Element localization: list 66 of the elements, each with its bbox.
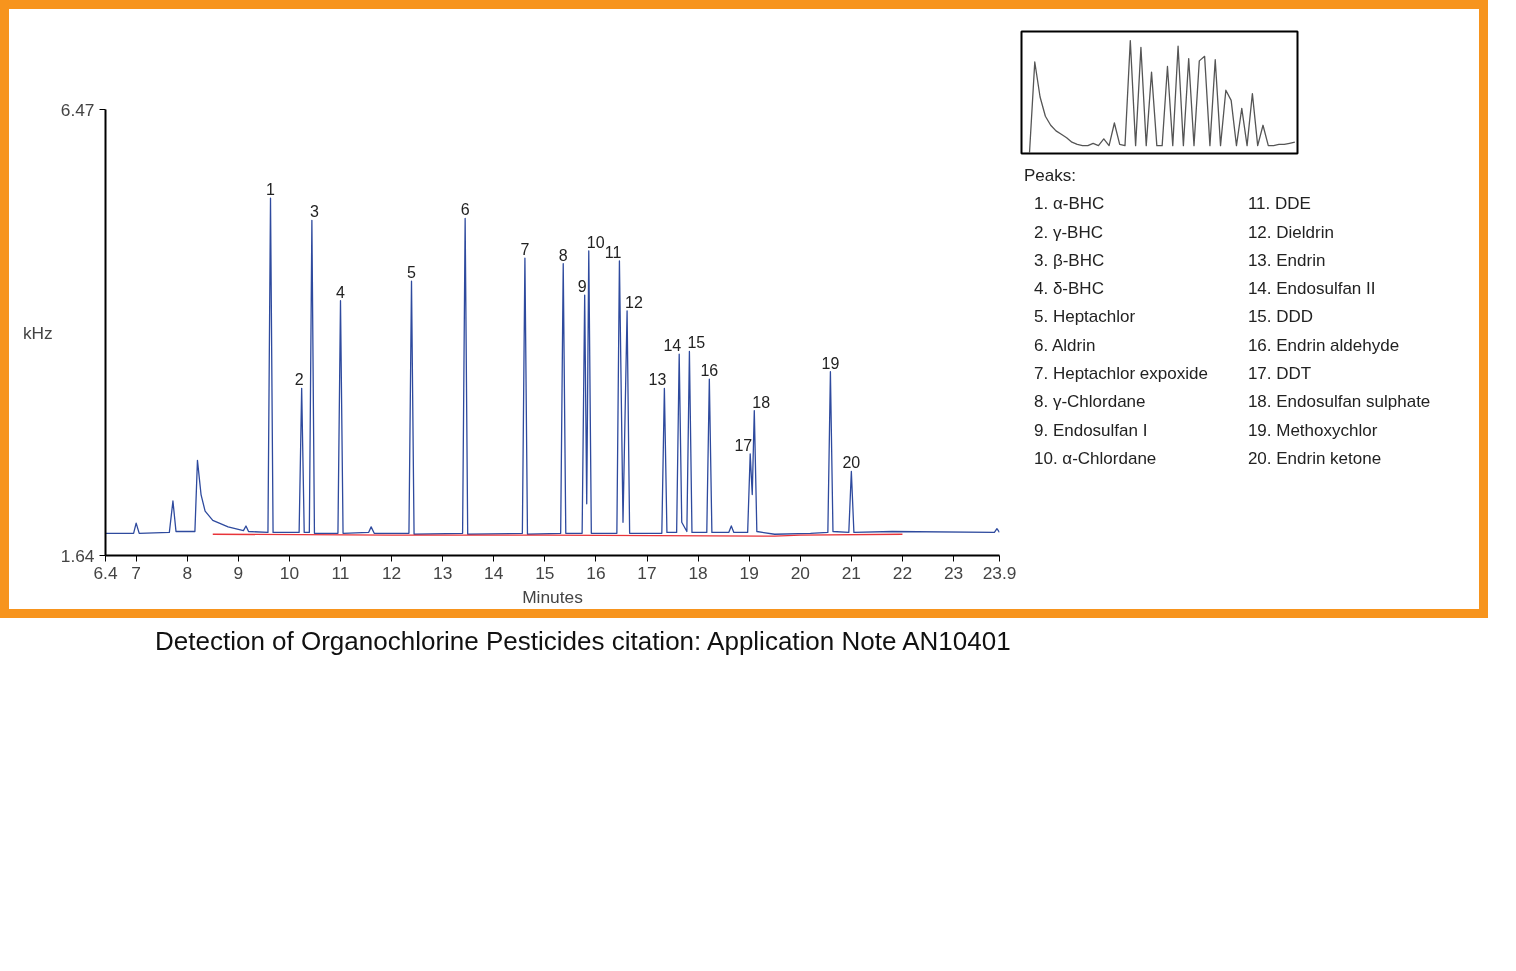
- x-tick-label: 8: [182, 562, 193, 583]
- annotation: 8: [558, 246, 568, 264]
- annotation: 5: [407, 264, 417, 282]
- text: 6. Aldrin: [1034, 334, 1097, 357]
- annotation: 6: [460, 201, 470, 219]
- x-tick-label: 21: [841, 562, 861, 583]
- annotation: 1: [266, 181, 276, 199]
- annotation: 19: [821, 354, 840, 372]
- annotation: 9: [577, 278, 587, 296]
- y-axis-title: kHz: [22, 322, 53, 343]
- line-series: [105, 197, 1000, 535]
- text: 8. γ-Chlordane: [1034, 391, 1147, 414]
- text: 12. Dieldrin: [1247, 221, 1335, 244]
- x-axis-title: Minutes: [522, 586, 584, 607]
- annotation: 10: [586, 233, 605, 251]
- x-tick-label: 18: [688, 562, 708, 583]
- annotation: 11: [604, 243, 622, 261]
- x-tick-label: 10: [279, 562, 300, 583]
- text: 14. Endosulfan II: [1247, 278, 1377, 301]
- text: 18. Endosulfan sulphate: [1247, 391, 1431, 414]
- x-tick-label: 19: [739, 562, 759, 583]
- x-tick-label: 23.9: [982, 562, 1017, 583]
- text: 13. Endrin: [1247, 249, 1327, 272]
- text: 7. Heptachlor expoxide: [1034, 362, 1208, 385]
- text: 11. DDE: [1247, 193, 1312, 216]
- text: 2. γ-BHC: [1034, 221, 1104, 244]
- text: 4. δ-BHC: [1034, 278, 1105, 301]
- x-tick-label: 12: [381, 562, 402, 583]
- annotation: 20: [842, 454, 861, 472]
- annotation: 18: [752, 393, 771, 411]
- text: 15. DDD: [1247, 306, 1315, 329]
- annotation: 14: [663, 337, 682, 355]
- annotation: 16: [700, 362, 719, 380]
- x-tick-label: 20: [790, 562, 810, 583]
- text: Peaks:: [1024, 165, 1077, 187]
- x-tick-label: 23: [943, 562, 964, 583]
- text: 9. Endosulfan I: [1034, 419, 1149, 442]
- x-tick-label: 22: [892, 562, 913, 583]
- x-tick-label: 6.4: [93, 562, 118, 583]
- annotation: 3: [309, 203, 319, 221]
- text: 19. Methoxychlor: [1247, 419, 1379, 442]
- x-tick-label: 11: [331, 562, 350, 583]
- annotation: 12: [625, 293, 643, 311]
- annotation: 4: [336, 283, 346, 301]
- text: 5. Heptachlor: [1034, 306, 1137, 329]
- text: 3. β-BHC: [1034, 249, 1106, 272]
- x-tick-label: 16: [586, 562, 606, 583]
- text: 20. Endrin ketone: [1247, 447, 1383, 470]
- x-tick-label: 9: [233, 562, 244, 583]
- x-tick-label: 7: [131, 562, 141, 583]
- annotation: 7: [520, 241, 530, 259]
- x-tick-label: 13: [433, 562, 453, 583]
- annotation: 15: [687, 334, 706, 352]
- text: 10. α-Chlordane: [1034, 447, 1158, 470]
- text: 17. DDT: [1247, 362, 1313, 385]
- x-tick-label: 15: [535, 562, 555, 583]
- x-tick-label: 14: [484, 562, 504, 583]
- annotation: 13: [648, 371, 667, 389]
- y-tick-label: 1.64: [60, 545, 95, 566]
- y-tick-label: 6.47: [60, 99, 95, 120]
- text: 16. Endrin aldehyde: [1247, 334, 1401, 357]
- text: 1. α-BHC: [1034, 193, 1106, 216]
- annotation: 17: [734, 436, 753, 454]
- annotation: 2: [294, 371, 304, 389]
- text: Detection of Organochlorine Pesticides citation: Application Note AN10401: [154, 625, 1011, 658]
- x-tick-label: 17: [637, 562, 657, 583]
